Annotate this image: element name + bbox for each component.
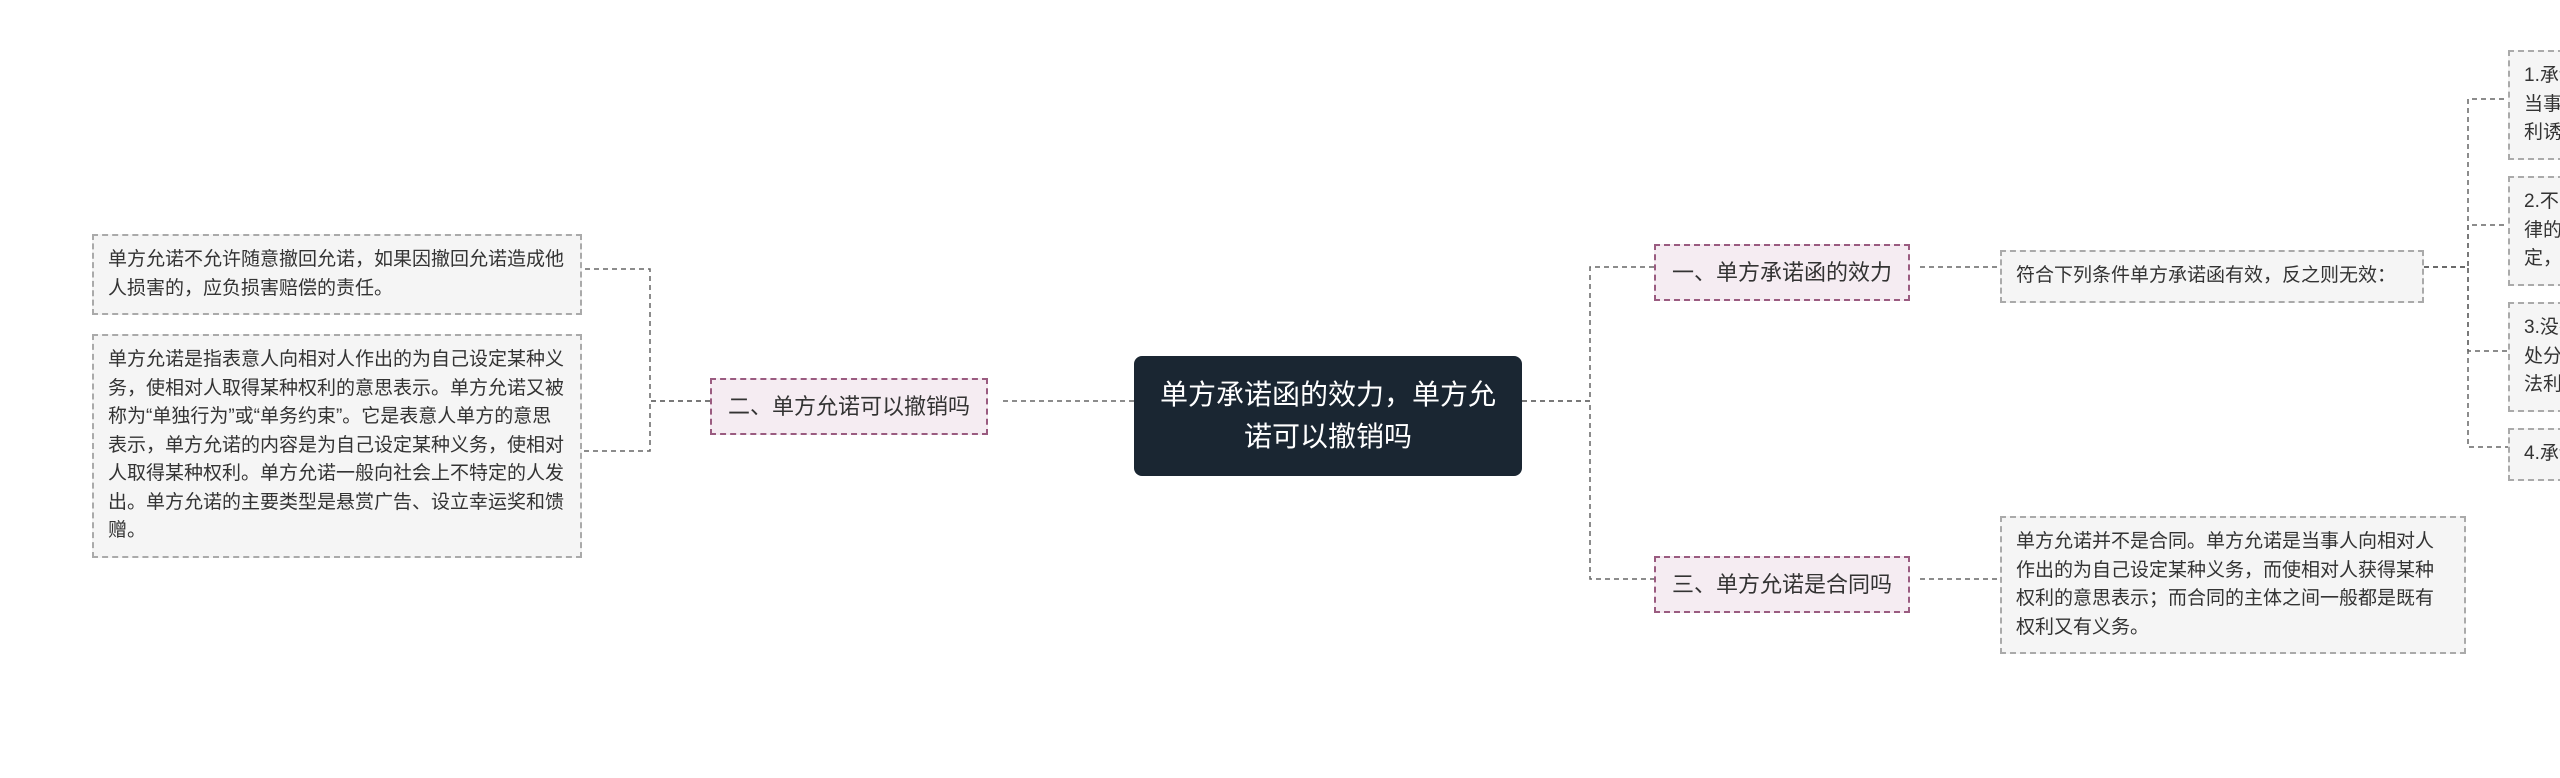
leaf-right-2-text: 单方允诺并不是合同。单方允诺是当事人向相对人作出的为自己设定某种义务，而使相对人… [2016,531,2434,638]
branch-right-2: 三、单方允诺是合同吗 [1654,556,1910,613]
leaf-left-1-text: 单方允诺是指表意人向相对人作出的为自己设定某种义务，使相对人取得某种权利的意思表… [108,349,564,541]
leaf-right-1-2: 3.没有侵犯他人合法利益。承诺人只能基于自己有权处分的物进行处分，而不能因此侵犯… [2508,302,2560,412]
branch-right-1: 一、单方承诺函的效力 [1654,244,1910,301]
branch-right-2-label: 三、单方允诺是合同吗 [1672,572,1892,597]
branch-left: 二、单方允诺可以撤销吗 [710,378,988,435]
center-text: 单方承诺函的效力，单方允诺可以撤销吗 [1160,379,1496,452]
leaf-right-1-2-text: 3.没有侵犯他人合法利益。承诺人只能基于自己有权处分的物进行处分，而不能因此侵犯… [2524,317,2560,395]
leaf-right-1-0: 1.承诺书的作出是当事人真实意愿的反映。反映的是当事人内心真实意思的表达，不能被… [2508,50,2560,160]
leaf-left-0: 单方允诺不允许随意撤回允诺，如果因撤回允诺造成他人损害的，应负损害赔偿的责任。 [92,234,582,315]
leaf-left-1: 单方允诺是指表意人向相对人作出的为自己设定某种义务，使相对人取得某种权利的意思表… [92,334,582,558]
sub-right-1-text: 符合下列条件单方承诺函有效，反之则无效： [2016,265,2396,286]
center-node: 单方承诺函的效力，单方允诺可以撤销吗 [1134,356,1522,476]
sub-right-1: 符合下列条件单方承诺函有效，反之则无效： [2000,250,2424,303]
leaf-left-0-text: 单方允诺不允许随意撤回允诺，如果因撤回允诺造成他人损害的，应负损害赔偿的责任。 [108,249,564,299]
leaf-right-1-3: 4.承诺书的内容没有违反公序良俗原则。 [2508,428,2560,481]
branch-right-1-label: 一、单方承诺函的效力 [1672,260,1892,285]
leaf-right-2: 单方允诺并不是合同。单方允诺是当事人向相对人作出的为自己设定某种义务，而使相对人… [2000,516,2466,654]
leaf-right-1-0-text: 1.承诺书的作出是当事人真实意愿的反映。反映的是当事人内心真实意思的表达，不能被… [2524,65,2560,143]
leaf-right-1-3-text: 4.承诺书的内容没有违反公序良俗原则。 [2524,443,2560,464]
leaf-right-1-1: 2.不能违反相关法律规定。承诺书的内容必须合乎法律的规定，不能违反法律或行政法规… [2508,176,2560,286]
branch-left-label: 二、单方允诺可以撤销吗 [728,394,970,419]
leaf-right-1-1-text: 2.不能违反相关法律规定。承诺书的内容必须合乎法律的规定，不能违反法律或行政法规… [2524,191,2560,269]
